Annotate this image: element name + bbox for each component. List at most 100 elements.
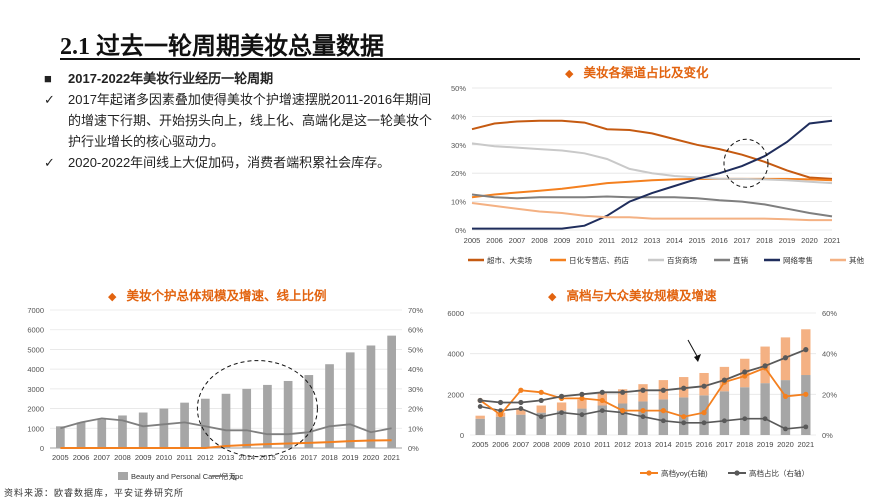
- bullet-list: ■ 2017-2022年美妆行业经历一轮周期 ✓ 2017年起诸多因素叠加使得美妆个…: [42, 68, 432, 173]
- bar: [556, 410, 567, 435]
- series-line: [471, 202, 832, 222]
- x-tick-label: 2016: [280, 453, 297, 462]
- bar: [780, 380, 791, 435]
- y2-tick-label: 50%: [408, 345, 423, 354]
- bar: [617, 389, 628, 404]
- series-point: [660, 408, 666, 414]
- bar: [801, 375, 811, 435]
- y2-tick-label: 0%: [822, 431, 833, 440]
- x-tick-label: 2006: [486, 236, 503, 245]
- series-point: [681, 414, 687, 420]
- legend-label: 其他: [849, 255, 864, 265]
- series-point: [701, 383, 707, 389]
- x-tick-label: 2009: [553, 440, 570, 449]
- x-tick-label: 2014: [666, 236, 683, 245]
- y2-tick-label: 10%: [408, 424, 423, 433]
- bar: [345, 352, 355, 448]
- check-bullet-icon: ✓: [44, 155, 55, 170]
- y-tick-label: 40%: [451, 112, 466, 121]
- series-point: [803, 391, 809, 397]
- bar: [597, 405, 607, 435]
- x-tick-label: 2010: [156, 453, 173, 462]
- x-tick-label: 2019: [757, 440, 774, 449]
- highlight-circle: [196, 360, 318, 458]
- bar: [516, 409, 526, 415]
- series-point: [762, 416, 768, 422]
- square-bullet-icon: ■: [44, 71, 52, 86]
- series-point: [559, 410, 564, 416]
- series-point: [579, 395, 585, 401]
- x-tick-label: 2010: [576, 236, 593, 245]
- x-tick-label: 2021: [797, 440, 814, 449]
- y-tick-label: 2000: [447, 390, 464, 399]
- series-point: [681, 385, 687, 391]
- y-tick-label: 4000: [447, 350, 464, 359]
- bar: [200, 398, 210, 448]
- series-point: [599, 389, 605, 395]
- series-point: [742, 416, 748, 422]
- series-point: [599, 408, 605, 413]
- series-point: [640, 387, 646, 393]
- x-tick-label: 2017: [300, 453, 317, 462]
- series-point: [620, 408, 626, 414]
- bar: [495, 416, 506, 435]
- bullet-text: 2017年起诸多因素叠加使得美妆个护增速摆脱2011-2016年期间的增速下行期…: [68, 92, 433, 149]
- bar: [516, 414, 526, 435]
- x-tick-label: 2005: [464, 236, 481, 245]
- bar: [475, 418, 485, 435]
- legend-label: 网络零售: [783, 255, 813, 265]
- x-tick-label: 2011: [599, 236, 615, 245]
- bar: [577, 408, 587, 435]
- series-point: [538, 414, 544, 420]
- legend-swatch: [118, 472, 128, 480]
- series-point: [782, 355, 789, 361]
- legend-label: 日化专营店、药店: [569, 255, 629, 265]
- y2-tick-label: 20%: [408, 405, 423, 414]
- x-tick-label: 2021: [824, 236, 841, 245]
- series-point: [497, 399, 504, 406]
- y2-tick-label: 70%: [408, 306, 423, 315]
- x-tick-label: 2007: [509, 236, 526, 245]
- x-tick-label: 2009: [554, 236, 571, 245]
- bar: [263, 384, 272, 448]
- legend-label: 高档yoy(右轴): [661, 468, 708, 478]
- x-tick-label: 2013: [218, 453, 235, 462]
- x-tick-label: 2011: [594, 440, 610, 449]
- legend-marker: [734, 470, 740, 476]
- bar: [283, 380, 293, 448]
- y-tick-label: 6000: [27, 326, 44, 335]
- bar: [387, 335, 396, 448]
- series-point: [660, 418, 666, 424]
- legend-label: Beauty and Personal Care/亿元: [131, 471, 237, 481]
- series-line: [471, 142, 833, 185]
- series-point: [803, 424, 809, 430]
- x-tick-label: 2007: [513, 440, 530, 449]
- series-point: [803, 347, 809, 353]
- source-note: 资料来源：欧睿数据库，平安证券研究所: [4, 488, 185, 498]
- series-point: [599, 397, 605, 404]
- series-point: [518, 406, 524, 411]
- y2-tick-label: 20%: [822, 390, 837, 399]
- series-point: [558, 393, 565, 399]
- bar: [221, 393, 231, 448]
- bar: [658, 399, 669, 435]
- y2-tick-label: 30%: [408, 385, 423, 394]
- x-tick-label: 2018: [736, 440, 753, 449]
- x-tick-label: 2012: [621, 236, 638, 245]
- x-tick-label: 2020: [777, 440, 794, 449]
- y-tick-label: 30%: [451, 141, 466, 150]
- x-tick-label: 2012: [197, 453, 214, 462]
- bar: [475, 415, 485, 419]
- x-tick-label: 2011: [177, 453, 193, 462]
- series-line: [471, 119, 833, 180]
- bullet-item: ✓ 2017年起诸多因素叠加使得美妆个护增速摆脱2011-2016年期间的增速下行…: [42, 89, 432, 152]
- x-tick-label: 2021: [383, 453, 400, 462]
- series-point: [538, 389, 544, 395]
- y-tick-label: 0%: [455, 226, 466, 235]
- y-tick-label: 50%: [451, 84, 466, 93]
- x-tick-label: 2017: [734, 236, 751, 245]
- bar: [719, 391, 730, 435]
- x-tick-label: 2005: [52, 453, 69, 462]
- bar: [556, 402, 567, 411]
